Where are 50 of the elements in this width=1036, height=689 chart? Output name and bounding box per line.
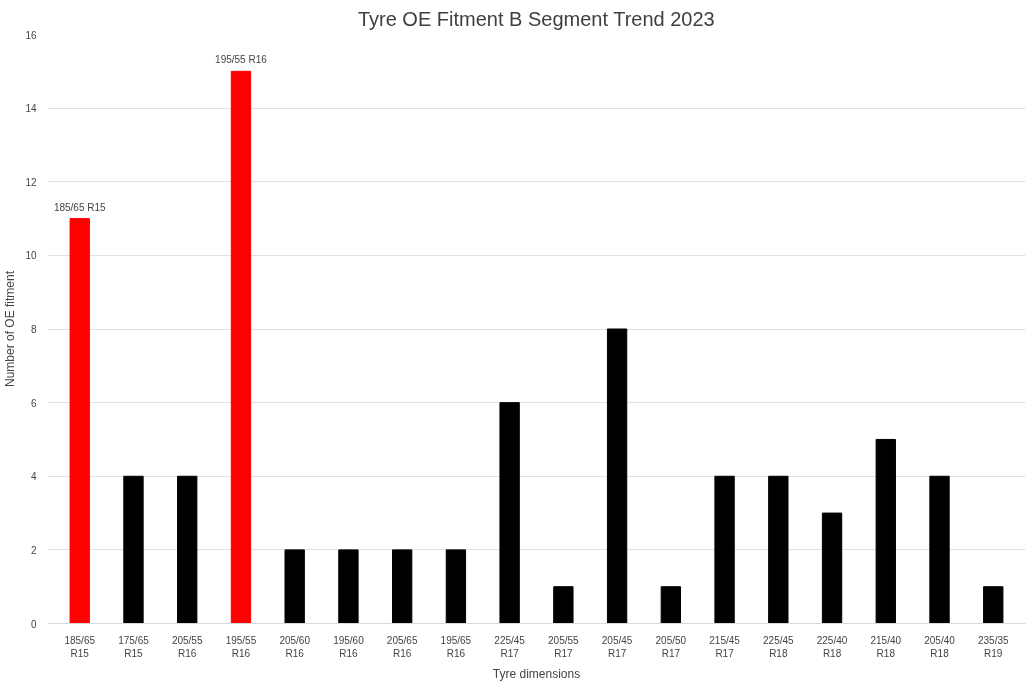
x-tick-label: 205/50 R17	[655, 634, 687, 659]
x-tick-label: 205/55 R16	[171, 634, 203, 659]
y-tick-label: 8	[30, 324, 37, 335]
x-tick-label: 195/65 R16	[440, 634, 472, 659]
x-axis-title: Tyre dimensions	[492, 666, 581, 681]
bar	[284, 549, 305, 624]
y-axis-title: Number of OE fitment	[3, 270, 18, 388]
annotation: 195/55 R16	[215, 54, 268, 66]
bar	[606, 328, 628, 624]
bar	[177, 475, 198, 624]
bar	[123, 475, 144, 624]
x-tick-label: 195/55 R16	[225, 634, 257, 659]
x-tick-label: 205/60 R16	[279, 634, 311, 659]
y-tick-label: 16	[25, 29, 37, 41]
y-tick-label: 12	[25, 176, 37, 188]
x-tick-label: 215/45 R17	[709, 634, 741, 659]
x-tick-label: 225/40 R18	[816, 634, 848, 659]
x-tick-label: 205/45 R17	[601, 634, 633, 659]
x-tick-label: 225/45 R18	[763, 634, 795, 659]
x-tick-label: 185/65 R15	[64, 634, 96, 659]
x-tick-label: 205/65 R16	[386, 634, 418, 659]
y-tick-label: 4	[30, 471, 37, 483]
bar	[929, 475, 950, 624]
bar	[391, 549, 413, 624]
bar	[714, 475, 735, 624]
bar	[660, 586, 682, 624]
y-tick-label: 6	[30, 397, 37, 409]
y-tick-label: 0	[30, 618, 37, 630]
y-tick-label: 10	[25, 250, 37, 262]
x-tick-label: 205/40 R18	[924, 634, 956, 659]
x-tick-label: 225/45 R17	[494, 634, 526, 659]
bar	[983, 586, 1004, 624]
bar	[821, 512, 843, 624]
x-tick-label: 215/40 R18	[870, 634, 902, 659]
bar	[338, 549, 359, 624]
bar	[768, 475, 789, 624]
x-tick-label: 175/65 R15	[118, 634, 150, 659]
chart-title: Tyre OE Fitment B Segment Trend 2023	[357, 7, 715, 30]
bar	[230, 70, 252, 624]
y-tick-label: 14	[25, 103, 37, 115]
bar	[69, 218, 90, 624]
x-tick-label: 205/55 R17	[548, 634, 580, 659]
x-tick-label: 235/35 R19	[977, 634, 1009, 659]
annotation: 185/65 R15	[53, 201, 107, 213]
bar	[445, 549, 467, 624]
x-tick-label: 195/60 R16	[333, 634, 365, 659]
bar	[499, 402, 520, 624]
bar	[875, 438, 896, 624]
y-tick-label: 2	[30, 544, 37, 556]
bar	[553, 586, 574, 624]
